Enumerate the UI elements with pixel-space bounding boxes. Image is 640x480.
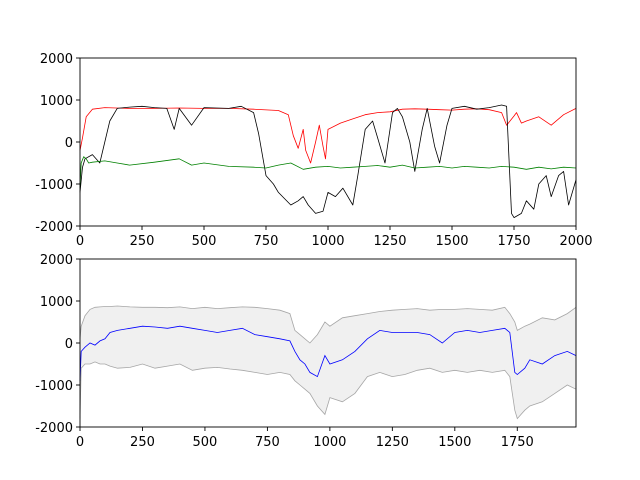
top-chart-ticks: 0 250 500 750 1000 1250 1500 1750 2000 -2000 -1000… bbox=[35, 52, 592, 249]
band-fill-area bbox=[80, 306, 576, 419]
bottom-ytick-label: -1000 bbox=[35, 379, 73, 394]
upper-bound-line bbox=[79, 305, 577, 344]
bottom-chart-ticks: 0 250 500 750 1000 1250 1500 1750 -2000 -1000 0 100… bbox=[35, 253, 534, 450]
red-series-line bbox=[79, 107, 577, 164]
top-ytick-label: 2000 bbox=[40, 52, 73, 67]
top-ytick-label: 0 bbox=[65, 136, 73, 151]
bottom-xtick-label: 0 bbox=[76, 435, 84, 450]
top-xtick-label: 2000 bbox=[559, 234, 592, 249]
lower-bound-line bbox=[79, 361, 577, 420]
bottom-ytick-label: 1000 bbox=[40, 295, 73, 310]
green-series-line bbox=[79, 156, 577, 189]
top-xtick-label: 0 bbox=[76, 234, 84, 249]
top-chart-series bbox=[79, 104, 577, 219]
bottom-chart-series bbox=[79, 305, 577, 420]
bottom-ytick-label: 0 bbox=[65, 337, 73, 352]
top-ytick-label: -2000 bbox=[35, 220, 73, 235]
top-ytick-label: 1000 bbox=[40, 94, 73, 109]
bottom-chart: 0 250 500 750 1000 1250 1500 1750 -2000 -1000 0 100… bbox=[35, 253, 577, 450]
bottom-xtick-label: 500 bbox=[193, 435, 218, 450]
top-xtick-label: 1750 bbox=[497, 234, 530, 249]
top-xtick-label: 1500 bbox=[435, 234, 468, 249]
top-xtick-label: 1000 bbox=[311, 234, 344, 249]
top-xtick-label: 250 bbox=[130, 234, 155, 249]
bottom-xtick-label: 1250 bbox=[376, 435, 409, 450]
bottom-xtick-label: 250 bbox=[130, 435, 155, 450]
top-xtick-label: 500 bbox=[192, 234, 217, 249]
bottom-xtick-label: 750 bbox=[255, 435, 280, 450]
top-xtick-label: 1250 bbox=[373, 234, 406, 249]
bottom-xtick-label: 1750 bbox=[501, 435, 534, 450]
bottom-ytick-label: 2000 bbox=[40, 253, 73, 268]
bottom-xtick-label: 1000 bbox=[313, 435, 346, 450]
top-ytick-label: -1000 bbox=[35, 178, 73, 193]
bottom-ytick-label: -2000 bbox=[35, 421, 73, 436]
mean-line bbox=[79, 325, 577, 381]
top-xtick-label: 750 bbox=[254, 234, 279, 249]
bottom-xtick-label: 1500 bbox=[438, 435, 471, 450]
top-chart: 0 250 500 750 1000 1250 1500 1750 2000 -2000 -1000… bbox=[35, 52, 592, 249]
black-series-line bbox=[79, 104, 577, 219]
